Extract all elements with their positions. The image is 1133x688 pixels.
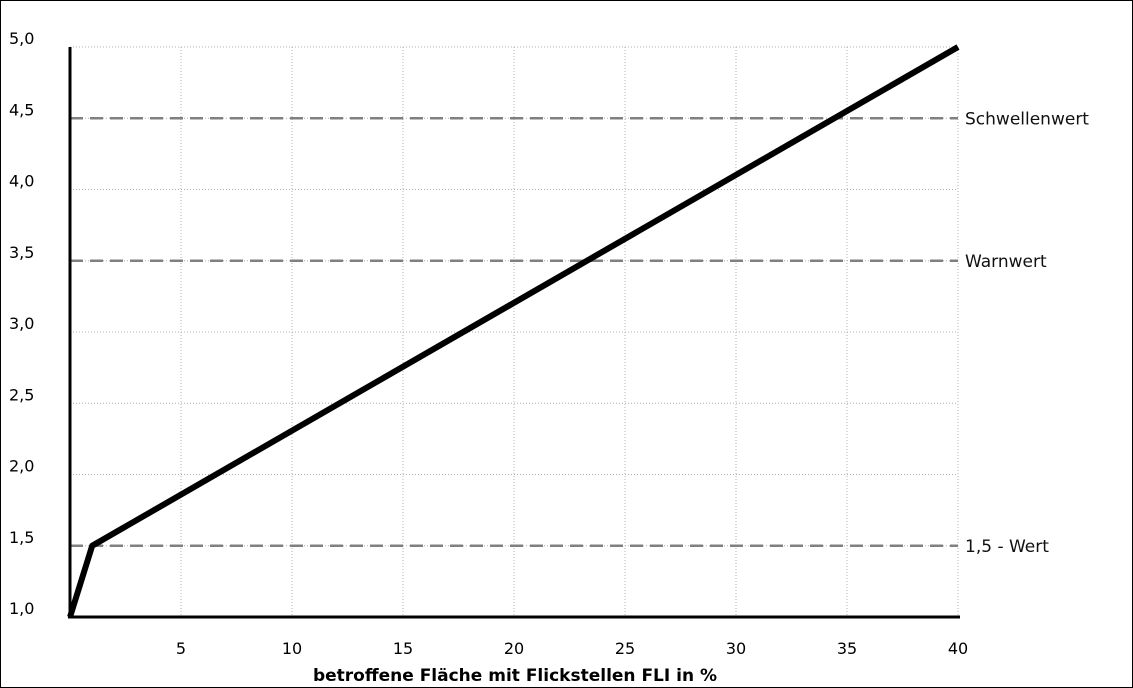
series-line (67, 44, 960, 618)
x-tick-label: 40 (948, 639, 968, 658)
x-tick-label: 15 (393, 639, 413, 658)
y-tick-label: 2,5 (9, 385, 34, 404)
x-axis-label: betroffene Fläche mit Flickstellen FLI i… (313, 666, 717, 686)
y-tick-label: 2,0 (9, 457, 34, 476)
x-tick-label: 35 (837, 639, 857, 658)
axes (68, 47, 960, 619)
reference-line-label: 1,5 - Wert (965, 537, 1049, 557)
reference-line-label: Warnwert (965, 252, 1047, 272)
y-tick-label: 1,5 (9, 528, 34, 547)
y-tick-labels: 1,0 1,5 2,0 2,5 3,0 3,5 4,0 4,5 5,0 (9, 29, 34, 618)
x-tick-label: 10 (282, 639, 302, 658)
reference-lines: Schwellenwert Warnwert 1,5 - Wert (70, 109, 1089, 557)
y-tick-label: 5,0 (9, 29, 34, 48)
y-tick-label: 3,5 (9, 243, 34, 262)
x-tick-labels: 5 10 15 20 25 30 35 40 (176, 639, 968, 658)
reference-line-label: Schwellenwert (965, 109, 1089, 129)
x-tick-label: 30 (726, 639, 746, 658)
grid-lines (70, 46, 959, 617)
x-tick-label: 20 (504, 639, 524, 658)
y-tick-label: 4,5 (9, 100, 34, 119)
x-tick-label: 5 (176, 639, 186, 658)
y-tick-label: 3,0 (9, 314, 34, 333)
series-group (67, 44, 960, 618)
y-tick-label: 1,0 (9, 599, 34, 618)
y-tick-label: 4,0 (9, 172, 34, 191)
x-tick-label: 25 (615, 639, 635, 658)
